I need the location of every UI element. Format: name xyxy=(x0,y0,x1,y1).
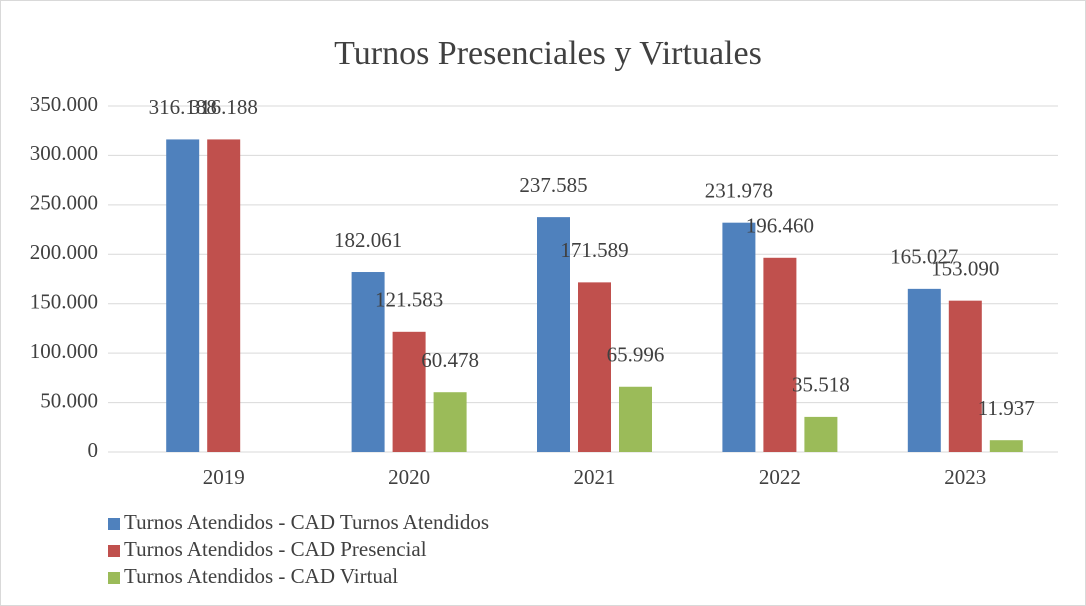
bar xyxy=(537,217,570,452)
data-label: 316.188 xyxy=(190,95,258,119)
data-label: 65.996 xyxy=(607,343,665,367)
data-label: 196.460 xyxy=(746,214,814,238)
bar xyxy=(763,257,797,452)
y-tick-label: 150.000 xyxy=(30,290,98,314)
legend-label: Turnos Atendidos - CAD Presencial xyxy=(124,537,427,561)
bar xyxy=(578,282,611,452)
y-tick-label: 200.000 xyxy=(30,240,98,264)
bar xyxy=(989,440,1023,452)
data-label: 171.589 xyxy=(560,238,628,262)
x-tick-label: 2021 xyxy=(574,465,616,489)
y-tick-label: 250.000 xyxy=(30,191,98,215)
legend-label: Turnos Atendidos - CAD Turnos Atendidos xyxy=(124,510,489,534)
bar xyxy=(907,288,941,452)
bar xyxy=(948,300,982,452)
y-tick-label: 0 xyxy=(88,438,99,462)
bar xyxy=(392,331,426,452)
bar xyxy=(619,386,652,452)
y-tick-label: 100.000 xyxy=(30,339,98,363)
data-label: 237.585 xyxy=(519,173,587,197)
chart-title: Turnos Presenciales y Virtuales xyxy=(334,35,762,72)
legend-label: Turnos Atendidos - CAD Virtual xyxy=(124,564,398,588)
bar xyxy=(166,139,200,452)
data-label: 231.978 xyxy=(705,178,773,202)
data-label: 165.027 xyxy=(890,245,958,269)
legend-swatch xyxy=(108,545,120,557)
x-tick-label: 2022 xyxy=(759,465,801,489)
x-tick-label: 2020 xyxy=(388,465,430,489)
x-tick-label: 2019 xyxy=(203,465,245,489)
bar xyxy=(722,222,756,452)
bar xyxy=(804,416,838,452)
data-label: 182.061 xyxy=(334,228,402,252)
bar xyxy=(433,392,467,452)
data-label: 121.583 xyxy=(375,288,443,312)
legend-swatch xyxy=(108,572,120,584)
bar xyxy=(207,139,241,452)
legend-swatch xyxy=(108,518,120,530)
data-label: 153.090 xyxy=(931,256,999,280)
x-tick-label: 2023 xyxy=(944,465,986,489)
y-tick-label: 300.000 xyxy=(30,141,98,165)
y-tick-label: 350.000 xyxy=(30,92,98,116)
y-tick-label: 50.000 xyxy=(40,388,98,412)
data-label: 35.518 xyxy=(792,373,850,397)
data-label: 60.478 xyxy=(421,348,479,372)
data-label: 316.188 xyxy=(149,95,217,119)
bar xyxy=(351,272,385,452)
data-label: 11.937 xyxy=(978,396,1035,420)
